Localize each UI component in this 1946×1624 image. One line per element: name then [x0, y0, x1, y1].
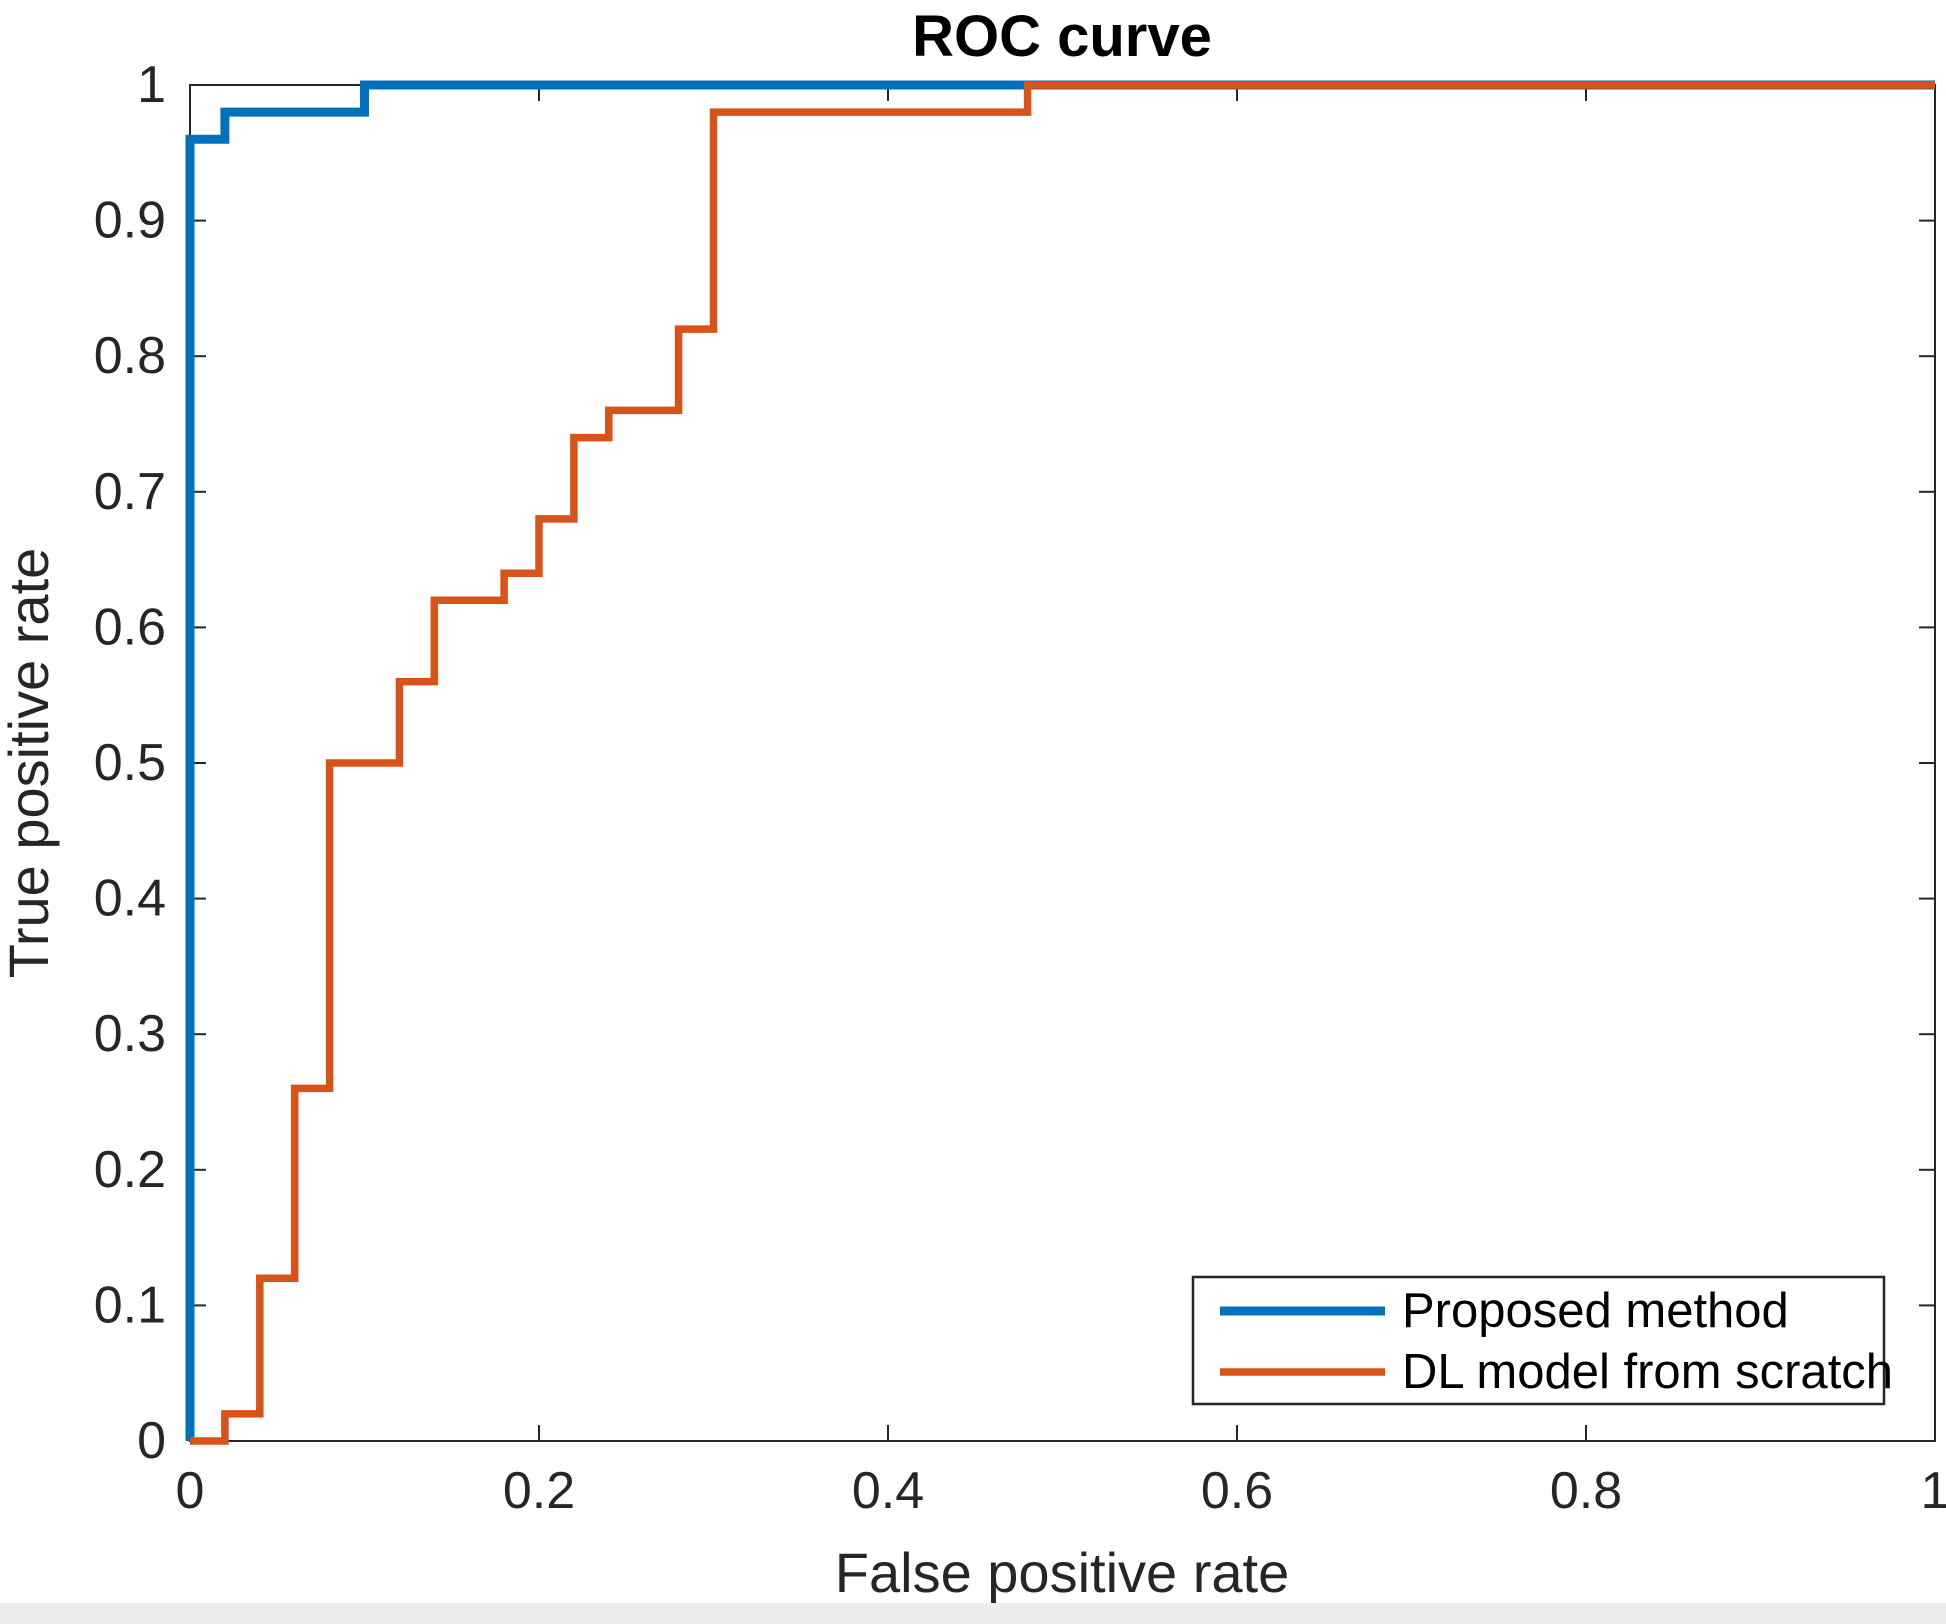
y-tick-label: 0.6 — [94, 598, 166, 656]
axis-ticks: 0 0.2 0.4 0.6 0.8 1 0 0.1 0.2 0.3 0.4 0.5 0.6 0.7 0.8 0… — [94, 56, 1946, 1520]
series-line-dl-model-from-scratch — [190, 81, 1935, 1445]
plot-frame — [189, 84, 1936, 1442]
legend-label-proposed-method: Proposed method — [1402, 1284, 1789, 1338]
chart-title: ROC curve — [912, 4, 1212, 69]
y-tick-label: 0.9 — [94, 192, 166, 250]
y-tick-label: 0.3 — [94, 1005, 166, 1063]
page-edge-strip — [0, 1603, 1946, 1624]
legend: Proposed method DL model from scratch — [1191, 1275, 1893, 1406]
x-tick-label: 0.6 — [1201, 1462, 1273, 1520]
x-axis-label: False positive rate — [835, 1541, 1289, 1604]
legend-label-dl-model: DL model from scratch — [1402, 1345, 1893, 1399]
y-tick-label: 0.7 — [94, 463, 166, 521]
y-tick-label: 0.5 — [94, 734, 166, 792]
y-tick-label: 0.4 — [94, 870, 166, 928]
y-tick-label: 0 — [137, 1412, 166, 1470]
y-tick-label: 0.2 — [94, 1141, 166, 1199]
x-tick-label: 0 — [176, 1462, 205, 1520]
x-tick-label: 0.8 — [1550, 1462, 1622, 1520]
y-tick-label: 1 — [137, 56, 166, 114]
legend-box — [1191, 1275, 1886, 1406]
series-line-proposed-method — [185, 80, 1935, 1441]
y-tick-label: 0.8 — [94, 327, 166, 385]
series-lines — [185, 80, 1935, 1445]
x-tick-label: 0.2 — [503, 1462, 575, 1520]
x-tick-label: 0.4 — [852, 1462, 924, 1520]
x-tick-label: 1 — [1921, 1462, 1946, 1520]
y-axis-label: True positive rate — [0, 548, 60, 979]
y-tick-label: 0.1 — [94, 1276, 166, 1334]
